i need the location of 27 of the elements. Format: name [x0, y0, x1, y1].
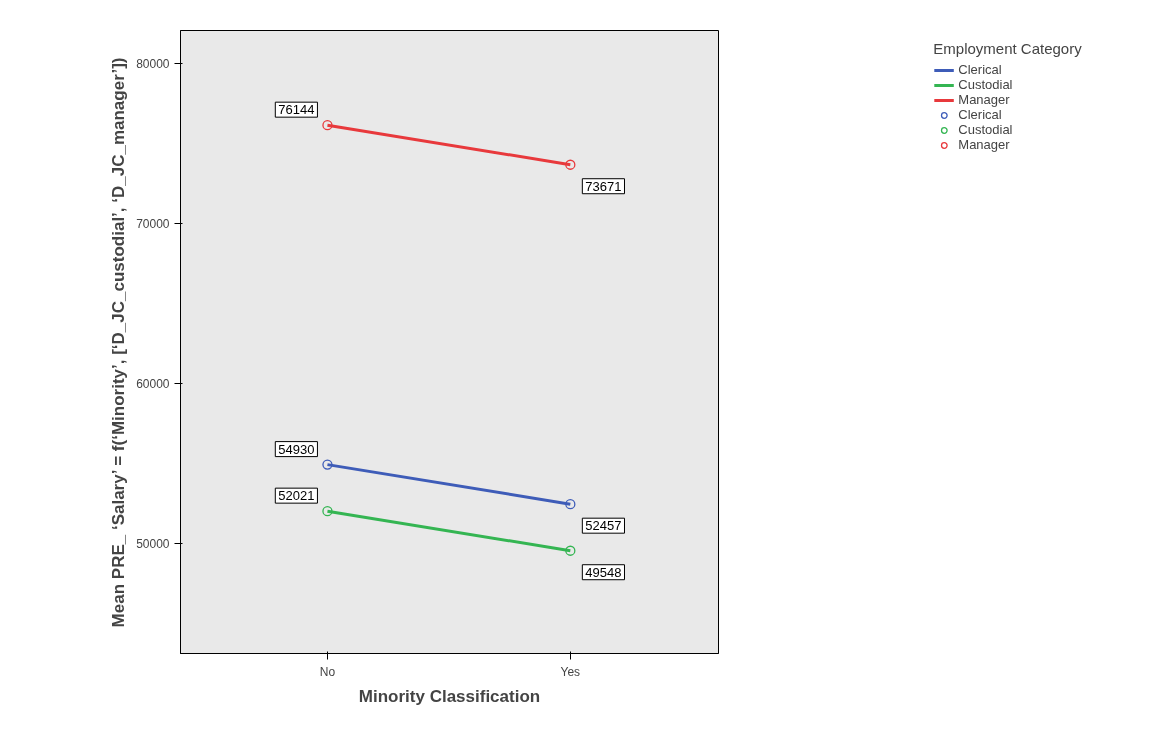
- y-axis-title: Mean PRE_ ‘Salary’ = f(‘Minority’, [‘D_JC_custodial’, ‘D_JC_manager’]): [109, 57, 129, 628]
- point: [565, 159, 576, 170]
- point: [322, 459, 333, 470]
- x-tick-label: Yes: [560, 664, 581, 679]
- text: Custodial: [958, 77, 1013, 92]
- data-label: 49548: [585, 564, 622, 580]
- data-label: 76144: [278, 102, 315, 118]
- y-tick-label: 80000: [136, 56, 170, 71]
- point: [565, 499, 576, 510]
- x-axis-title: Minority Classification: [358, 686, 541, 706]
- point: [322, 506, 333, 517]
- y-tick-label: 50000: [136, 536, 170, 551]
- legend-label: Custodial: [958, 122, 1013, 137]
- y-tick-label: 60000: [136, 376, 170, 391]
- legend-label: Clerical: [958, 107, 1002, 122]
- data-label: 54930: [278, 441, 315, 457]
- text: Clerical: [958, 62, 1002, 77]
- legend-title: Employment Category: [933, 40, 1082, 57]
- data-label: 52457: [585, 518, 622, 534]
- y-tick-label: 70000: [136, 216, 170, 231]
- x-tick-label: No: [319, 664, 336, 679]
- text: Manager: [958, 92, 1010, 107]
- point: [565, 545, 576, 556]
- data-label: 52021: [278, 488, 315, 504]
- legend-label: Manager: [958, 137, 1010, 152]
- point: [322, 120, 333, 131]
- data-label: 73671: [585, 178, 622, 194]
